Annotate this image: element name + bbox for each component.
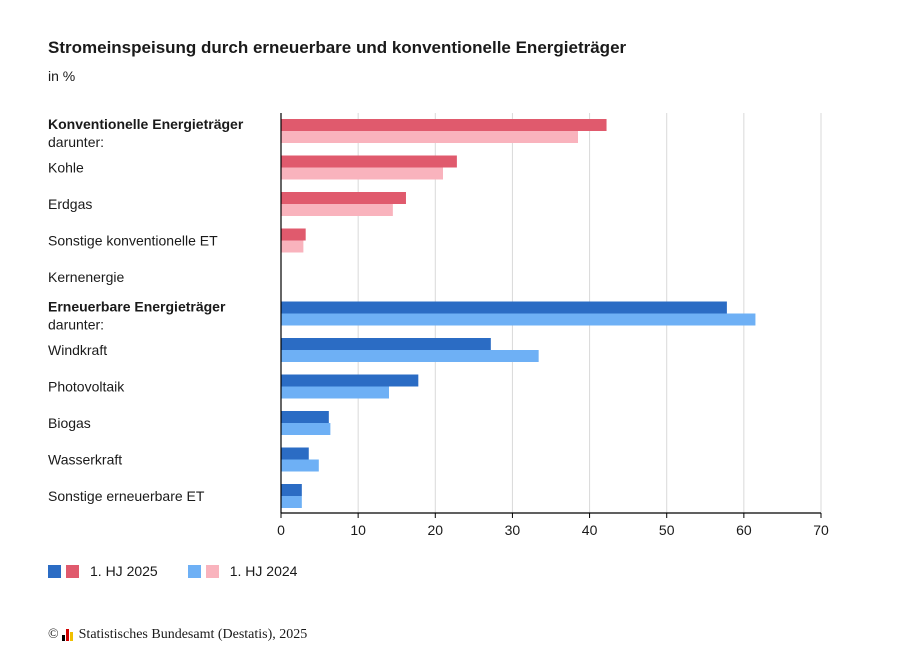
- legend-swatch-blue-2024: [187, 564, 201, 578]
- x-tick-label-10: 10: [350, 522, 366, 538]
- bar-2024-7: [281, 386, 389, 399]
- source-text: Statistisches Bundesamt (Destatis), 2025: [78, 627, 308, 642]
- bar-2024-6: [281, 350, 539, 362]
- category-label-1: Kohle: [48, 160, 84, 176]
- bar-2024-1: [281, 167, 443, 180]
- bar-2025-5: [281, 301, 727, 314]
- legend-item-2024: 1. HJ 2024: [187, 563, 298, 579]
- bar-2024-8: [281, 423, 331, 435]
- bar-2025-10: [281, 484, 302, 496]
- bar-2025-9: [281, 447, 309, 460]
- bar-2025-3: [281, 228, 306, 241]
- legend-label-2024: 1. HJ 2024: [229, 563, 298, 579]
- legend-item-2025: 1. HJ 2025: [48, 563, 158, 579]
- destatis-logo-icon: [61, 629, 74, 641]
- category-label-6: Windkraft: [48, 342, 107, 358]
- category-sublabel-5: darunter:: [48, 317, 104, 333]
- bar-2025-8: [281, 411, 329, 423]
- bar-2024-9: [281, 459, 319, 472]
- category-label-4: Kernenergie: [48, 269, 124, 285]
- bar-2025-1: [281, 155, 457, 168]
- category-sublabel-0: darunter:: [48, 134, 104, 150]
- chart-subtitle: in %: [48, 68, 76, 84]
- bar-2025-2: [281, 192, 406, 204]
- legend-swatch-blue-2025: [48, 564, 61, 578]
- legend-label-2025: 1. HJ 2025: [90, 563, 158, 579]
- x-tick-label-0: 0: [277, 522, 285, 538]
- copyright-symbol: ©: [48, 627, 59, 642]
- legend: 1. HJ 2025 1. HJ 2024: [48, 563, 327, 579]
- bar-2025-7: [281, 374, 419, 387]
- bar-2024-3: [281, 240, 304, 253]
- category-label-7: Photovoltaik: [48, 379, 125, 395]
- category-label-5: Erneuerbare Energieträger: [48, 299, 226, 315]
- bar-2025-0: [281, 119, 607, 131]
- category-label-3: Sonstige konventionelle ET: [48, 233, 218, 249]
- legend-swatch-red-2025: [66, 564, 79, 578]
- source-credit: © Statistisches Bundesamt (Destatis), 20…: [48, 627, 307, 643]
- legend-swatch-red-2024: [205, 564, 219, 578]
- bar-2024-2: [281, 204, 393, 216]
- category-label-9: Wasserkraft: [48, 452, 122, 468]
- category-label-2: Erdgas: [48, 196, 92, 212]
- x-tick-label-40: 40: [582, 522, 598, 538]
- x-tick-label-20: 20: [427, 522, 443, 538]
- x-tick-label-60: 60: [736, 522, 752, 538]
- category-label-10: Sonstige erneuerbare ET: [48, 488, 205, 504]
- bar-2024-10: [281, 496, 302, 508]
- bar-2024-0: [281, 131, 578, 143]
- chart-title: Stromeinspeisung durch erneuerbare und k…: [48, 38, 627, 57]
- x-tick-label-70: 70: [813, 522, 829, 538]
- x-tick-label-50: 50: [659, 522, 675, 538]
- category-label-8: Biogas: [48, 415, 91, 431]
- x-tick-label-30: 30: [505, 522, 521, 538]
- category-label-0: Konventionelle Energieträger: [48, 116, 244, 132]
- bar-2024-5: [281, 313, 756, 326]
- bar-chart: Konventionelle Energieträger darunter: Koh…: [48, 113, 829, 538]
- bar-2025-6: [281, 338, 491, 350]
